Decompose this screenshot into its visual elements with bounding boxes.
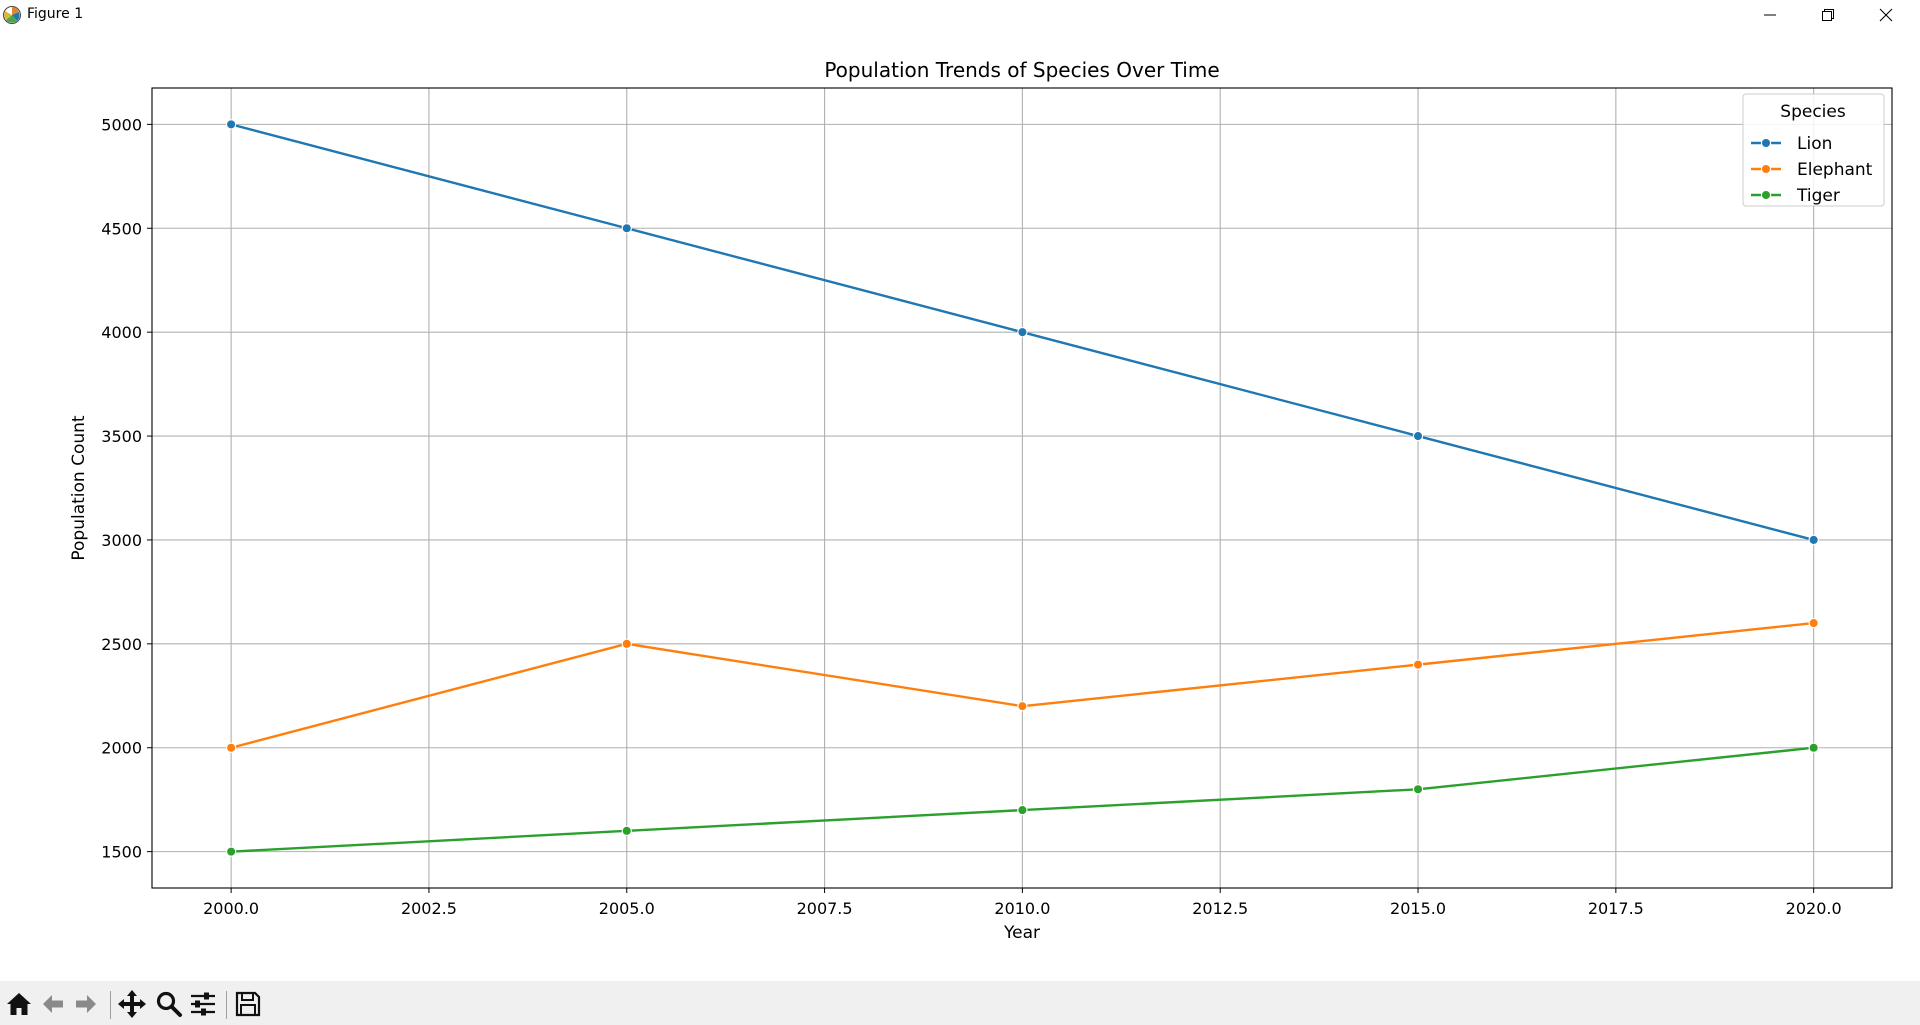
legend-items: Lion Elephant Tiger	[1751, 134, 1873, 206]
chart-title: Population Trends of Species Over Time	[824, 58, 1219, 82]
x-tick-label: 2015.0	[1390, 899, 1446, 918]
zoom-icon	[156, 991, 182, 1017]
y-tick-label: 2500	[101, 635, 142, 654]
save-icon	[235, 991, 261, 1017]
data-point-elephant	[1808, 617, 1819, 629]
forward-arrow-icon	[76, 995, 96, 1013]
legend-title: Species	[1780, 102, 1846, 122]
data-point-tiger	[1412, 784, 1424, 795]
y-tick-label: 1500	[101, 843, 142, 862]
restore-icon	[1822, 9, 1834, 21]
close-icon	[1879, 8, 1893, 22]
line-chart: 2000.0 2002.5 2005.0 2007.5 2010.0 2012.5 2015…	[69, 58, 1893, 943]
minimize-button[interactable]	[1741, 0, 1799, 30]
x-axis-label: Year	[1003, 923, 1040, 943]
back-button[interactable]	[37, 988, 69, 1020]
home-icon	[7, 993, 31, 1015]
back-arrow-icon	[43, 995, 63, 1013]
legend-box	[1742, 93, 1885, 207]
x-tick-label: 2007.5	[797, 899, 853, 918]
x-tick-label: 2012.5	[1192, 899, 1248, 918]
x-tick-label: 2005.0	[599, 899, 655, 918]
data-point-tiger	[1808, 742, 1819, 753]
legend-label-lion: Lion	[1797, 134, 1832, 154]
y-axis-label: Population Count	[69, 415, 89, 561]
legend-marker-tiger	[1760, 189, 1772, 201]
figure-canvas[interactable]: 2000.0 2002.5 2005.0 2007.5 2010.0 2012.5 2015…	[0, 30, 1920, 981]
y-tick-label: 5000	[101, 115, 142, 134]
navigation-toolbar	[0, 981, 1920, 1025]
data-point-lion	[225, 119, 237, 130]
x-tick-label: 2002.5	[401, 899, 457, 918]
y-tick-label: 3500	[101, 427, 142, 446]
y-tick-label: 2000	[101, 739, 142, 758]
legend-marker-lion	[1760, 137, 1772, 149]
data-point-tiger	[1017, 804, 1028, 816]
home-button[interactable]	[3, 988, 35, 1020]
configure-subplots-icon	[191, 992, 215, 1016]
toolbar-separator	[110, 991, 111, 1019]
series-layer	[225, 119, 1819, 857]
restore-button[interactable]	[1799, 0, 1857, 30]
configure-subplots-button[interactable]	[187, 988, 219, 1020]
minimize-icon	[1764, 14, 1776, 16]
legend: Species Lion Elephant Tiger	[1742, 93, 1885, 207]
data-point-elephant	[1412, 659, 1424, 670]
x-tick-label: 2010.0	[994, 899, 1050, 918]
legend-label-elephant: Elephant	[1797, 160, 1873, 180]
data-point-elephant	[225, 742, 237, 753]
data-point-elephant	[621, 638, 632, 649]
zoom-button[interactable]	[153, 988, 185, 1020]
data-point-lion	[621, 223, 632, 234]
pan-icon	[118, 990, 146, 1018]
x-tick-label: 2020.0	[1786, 899, 1842, 918]
data-point-tiger	[621, 825, 632, 837]
x-tick-label: 2000.0	[203, 899, 259, 918]
y-tick-label: 4000	[101, 323, 142, 342]
y-tick-label: 3000	[101, 531, 142, 550]
ticks-layer: 2000.0 2002.5 2005.0 2007.5 2010.0 2012.5 2015…	[101, 115, 1841, 918]
forward-button[interactable]	[70, 988, 102, 1020]
data-point-lion	[1412, 430, 1424, 442]
pan-button[interactable]	[116, 988, 148, 1020]
data-point-lion	[1017, 327, 1028, 338]
data-point-tiger	[225, 846, 237, 857]
window-title: Figure 1	[27, 6, 84, 22]
save-button[interactable]	[232, 988, 264, 1020]
data-point-lion	[1808, 534, 1819, 546]
matplotlib-logo-icon	[3, 6, 21, 24]
data-point-elephant	[1017, 701, 1028, 712]
toolbar-separator	[226, 991, 227, 1019]
y-tick-label: 4500	[101, 219, 142, 238]
legend-label-tiger: Tiger	[1796, 186, 1840, 206]
x-tick-label: 2017.5	[1588, 899, 1644, 918]
window-titlebar: Figure 1	[0, 0, 1920, 30]
legend-marker-elephant	[1760, 163, 1772, 175]
close-button[interactable]	[1857, 0, 1915, 30]
